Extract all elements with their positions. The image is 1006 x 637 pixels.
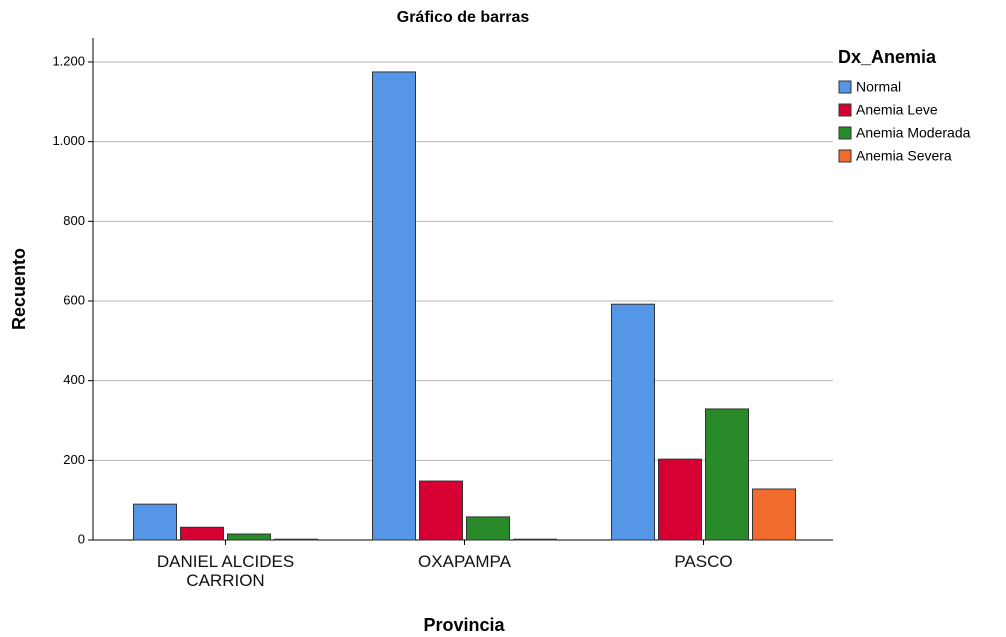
chart-title: Gráfico de barras [397, 9, 530, 26]
x-tick-label: DANIEL ALCIDES CARRION [156, 552, 295, 590]
bar [705, 408, 749, 541]
y-tick-label: 200 [63, 452, 85, 467]
bar [658, 458, 702, 541]
legend-title: Dx_Anemia [838, 47, 937, 67]
bar [133, 503, 177, 541]
y-tick-label: 0 [78, 531, 85, 546]
x-axis-label: Provincia [423, 615, 505, 635]
bar [274, 538, 318, 541]
bar [752, 488, 796, 541]
legend-swatch [838, 103, 852, 117]
bar [419, 480, 463, 541]
y-tick-label: 1.200 [52, 53, 85, 68]
x-tick-label: OXAPAMPA [418, 552, 511, 571]
legend-swatch [838, 80, 852, 94]
bar [611, 303, 655, 541]
legend-swatch [838, 149, 852, 163]
bar [513, 538, 557, 541]
y-tick-label: 800 [63, 213, 85, 228]
bar [227, 533, 271, 541]
bar [180, 526, 224, 541]
legend-label: Normal [856, 79, 901, 95]
legend-swatch [838, 126, 852, 140]
legend-label: Anemia Leve [856, 102, 938, 118]
legend-label: Anemia Moderada [856, 125, 971, 141]
y-axis-label: Recuento [9, 248, 29, 330]
legend-label: Anemia Severa [856, 148, 952, 164]
y-tick-label: 400 [63, 372, 85, 387]
y-tick-label: 600 [63, 292, 85, 307]
bar [466, 516, 510, 541]
y-tick-label: 1.000 [52, 133, 85, 148]
x-tick-label: PASCO [674, 552, 733, 571]
bar [372, 71, 416, 541]
